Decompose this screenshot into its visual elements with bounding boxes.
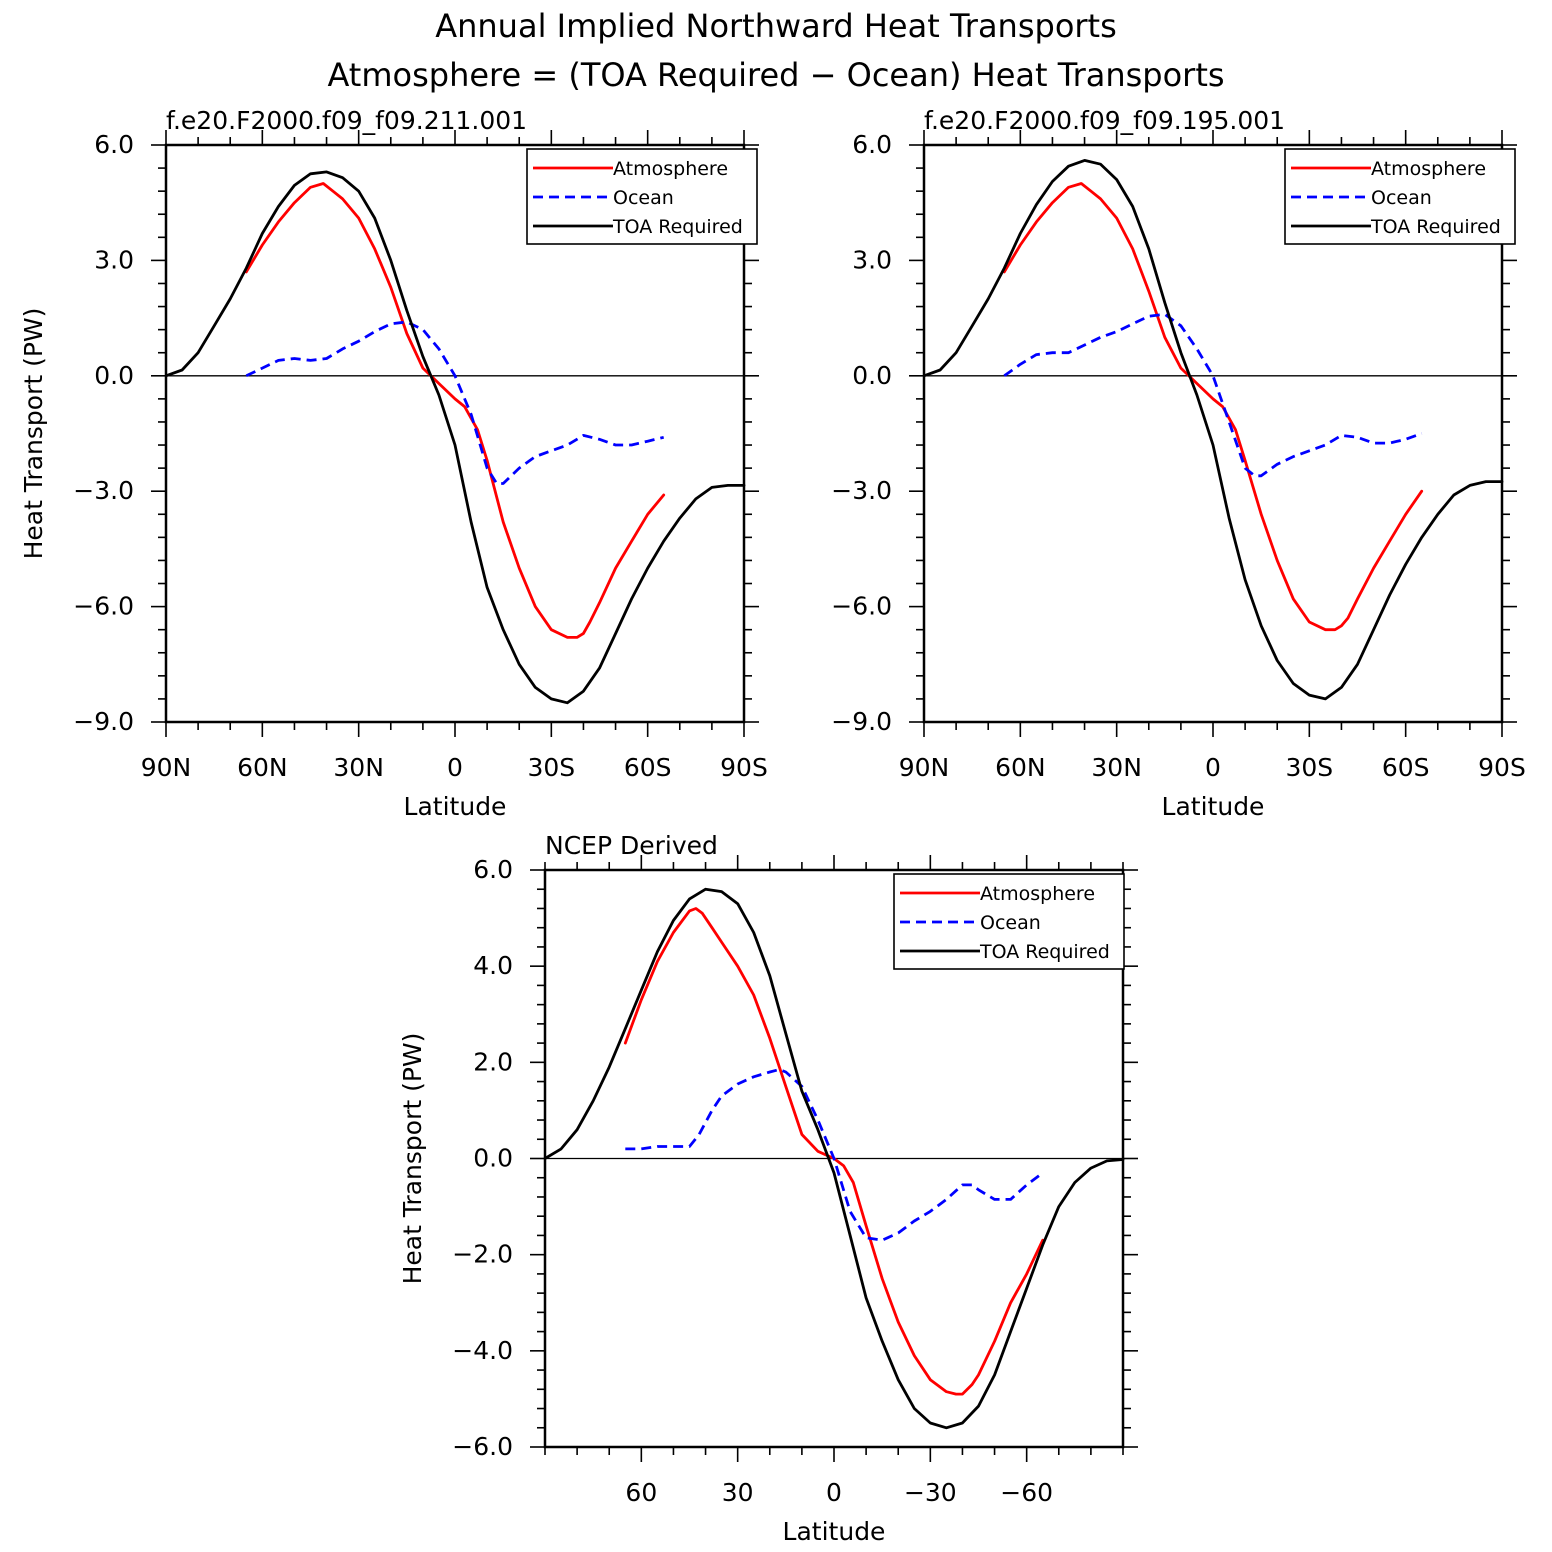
x-tick-label: 60N [995, 753, 1046, 782]
legend-label: Atmosphere [613, 158, 728, 180]
chart-panel-1: f.e20.F2000.f09_f09.211.001 6.0 3.0 0.0 −3.0… [19, 106, 768, 821]
series-line-toa-required [922, 158, 1504, 701]
series-line-ocean [625, 1068, 1044, 1242]
x-tick-label: 60S [1382, 753, 1430, 782]
plot-frame [164, 143, 746, 724]
series-line-ocean [245, 320, 665, 485]
legend: Atmosphere Ocean TOA Required [1284, 148, 1516, 245]
legend-label: Atmosphere [1371, 158, 1486, 180]
y-tick-label: −6.0 [831, 592, 892, 621]
legend-label: Ocean [613, 187, 674, 209]
y-tick-label: 0.0 [94, 361, 134, 390]
series-line-atmosphere [1002, 182, 1424, 632]
x-tick-label: 90S [720, 753, 768, 782]
x-tick-label: 60 [625, 1478, 657, 1507]
series-line-toa-required [164, 170, 746, 705]
x-tick-label: 60S [624, 753, 672, 782]
x-tick-label: 90N [899, 753, 950, 782]
plot-frame [543, 868, 1125, 1449]
series-line-toa-required [543, 887, 1125, 1430]
legend-label: TOA Required [979, 941, 1110, 963]
y-tick-label: 3.0 [94, 245, 134, 274]
y-tick-label: 6.0 [94, 130, 134, 159]
x-tick-label: 60N [237, 753, 288, 782]
y-tick-label: −6.0 [452, 1432, 513, 1461]
legend-label: TOA Required [1370, 216, 1501, 238]
figure-title-line1: Annual Implied Northward Heat Transports [435, 7, 1117, 45]
legend-label: Ocean [980, 912, 1041, 934]
y-tick-label: −6.0 [73, 592, 134, 621]
x-tick-label: 30N [333, 753, 384, 782]
figure-title-line2: Atmosphere = (TOA Required − Ocean) Heat… [327, 56, 1224, 94]
panel-title: f.e20.F2000.f09_f09.211.001 [166, 106, 527, 135]
x-axis-label: Latitude [783, 1517, 886, 1546]
x-tick-label: −60 [1000, 1478, 1053, 1507]
legend-label: Ocean [1371, 187, 1432, 209]
x-tick-label: 90S [1478, 753, 1526, 782]
panel-title: f.e20.F2000.f09_f09.195.001 [924, 106, 1285, 135]
legend-label: TOA Required [612, 216, 743, 238]
y-tick-label: 6.0 [852, 130, 892, 159]
x-axis-label: Latitude [1162, 792, 1265, 821]
y-tick-label: −3.0 [73, 476, 134, 505]
y-tick-label: 4.0 [473, 951, 513, 980]
y-tick-label: −4.0 [452, 1336, 513, 1365]
y-tick-label: −9.0 [73, 707, 134, 736]
x-tick-label: −30 [904, 1478, 957, 1507]
panel-title: NCEP Derived [545, 831, 718, 860]
y-tick-label: 0.0 [852, 361, 892, 390]
x-tick-label: 0 [826, 1478, 842, 1507]
series-line-ocean [1003, 312, 1423, 478]
x-tick-label: 30S [527, 753, 575, 782]
x-tick-label: 0 [447, 753, 463, 782]
y-tick-label: 6.0 [473, 855, 513, 884]
legend: Atmosphere Ocean TOA Required [893, 873, 1125, 970]
y-tick-label: 0.0 [473, 1144, 513, 1173]
x-axis-label: Latitude [404, 792, 507, 821]
y-axis-label: Heat Transport (PW) [19, 308, 48, 560]
y-axis-label: Heat Transport (PW) [398, 1033, 427, 1285]
y-tick-label: −3.0 [831, 476, 892, 505]
y-tick-label: 3.0 [852, 245, 892, 274]
x-tick-label: 90N [141, 753, 192, 782]
legend: Atmosphere Ocean TOA Required [526, 148, 758, 245]
y-tick-label: −2.0 [452, 1240, 513, 1269]
series-line-atmosphere [623, 907, 1045, 1396]
y-tick-label: 2.0 [473, 1047, 513, 1076]
legend-label: Atmosphere [980, 883, 1095, 905]
x-tick-label: 30S [1285, 753, 1333, 782]
plot-frame [922, 143, 1504, 724]
x-tick-label: 0 [1205, 753, 1221, 782]
y-tick-label: −9.0 [831, 707, 892, 736]
chart-panel-2: f.e20.F2000.f09_f09.195.001 6.0 3.0 0.0 −3.0… [831, 106, 1526, 821]
x-tick-label: 30N [1091, 753, 1142, 782]
x-tick-label: 30 [722, 1478, 754, 1507]
series-line-atmosphere [244, 182, 666, 639]
chart-panel-3: NCEP Derived 6.0 4.0 2.0 0.0 −2.0 −4.0 −6.0 60 30… [398, 831, 1138, 1546]
